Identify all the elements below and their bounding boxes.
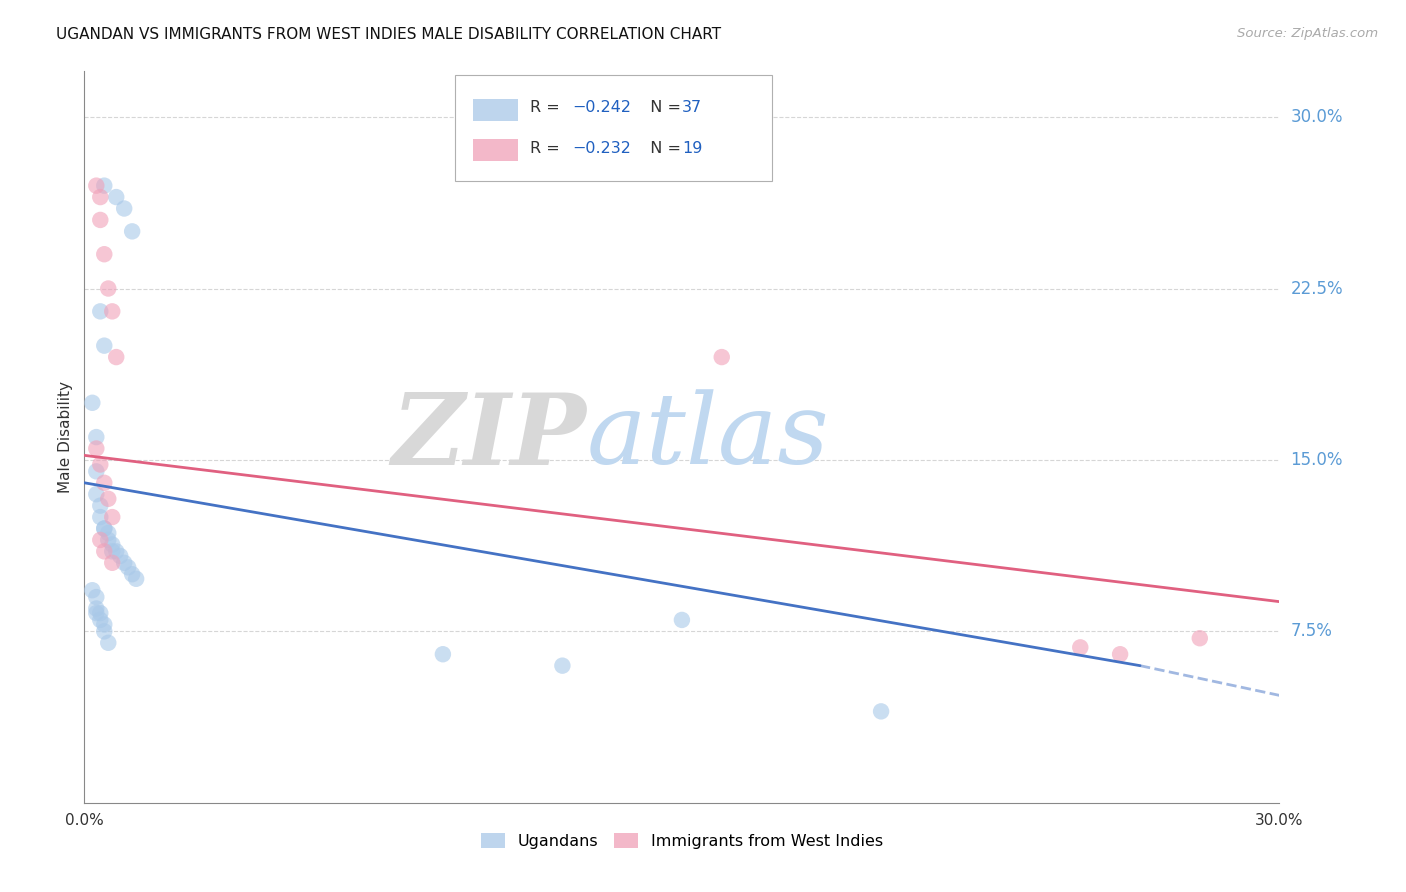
Text: −0.242: −0.242 [572,101,631,115]
Point [101,556,124,570]
Point [86,430,108,444]
Point [86,590,108,604]
Point [93,544,115,558]
Point [97,533,120,547]
Text: R =: R = [530,101,565,115]
FancyBboxPatch shape [456,75,772,181]
Point [86,178,108,193]
Point [86,464,108,478]
Point [93,617,115,632]
Point [86,487,108,501]
Point [93,338,115,352]
Point [86,606,108,620]
Text: 22.5%: 22.5% [1291,279,1343,298]
Point [117,560,139,574]
Text: R =: R = [530,141,565,156]
Point [89,606,111,620]
Point [97,526,120,541]
Point [89,510,111,524]
Point [710,350,733,364]
Point [105,350,128,364]
Point [97,491,120,506]
Point [89,190,111,204]
Point [101,544,124,558]
Point [671,613,693,627]
Point [89,213,111,227]
Point [1109,647,1132,661]
Point [93,624,115,639]
Point [93,521,115,535]
Point [1069,640,1091,655]
Point [125,572,148,586]
Text: atlas: atlas [586,390,830,484]
Y-axis label: Male Disability: Male Disability [58,381,73,493]
Legend: Ugandans, Immigrants from West Indies: Ugandans, Immigrants from West Indies [472,825,891,857]
Point [112,202,135,216]
Point [101,537,124,551]
Text: Source: ZipAtlas.com: Source: ZipAtlas.com [1237,27,1378,40]
Text: ZIP: ZIP [391,389,586,485]
Point [1188,632,1211,646]
Point [870,705,893,719]
Text: −0.232: −0.232 [572,141,631,156]
Point [105,544,128,558]
Point [432,647,454,661]
Point [93,178,115,193]
Point [89,458,111,472]
Point [89,499,111,513]
Text: 7.5%: 7.5% [1291,623,1333,640]
Text: 15.0%: 15.0% [1291,451,1343,469]
Point [97,636,120,650]
Point [89,613,111,627]
Point [105,190,128,204]
Point [86,601,108,615]
Text: 19: 19 [682,141,702,156]
Text: 30.0%: 30.0% [1291,108,1343,126]
Point [121,224,143,238]
Point [82,396,104,410]
Point [89,533,111,547]
Point [97,281,120,295]
Point [101,304,124,318]
Point [101,510,124,524]
Text: UGANDAN VS IMMIGRANTS FROM WEST INDIES MALE DISABILITY CORRELATION CHART: UGANDAN VS IMMIGRANTS FROM WEST INDIES M… [56,27,721,42]
Point [110,549,132,563]
Point [93,521,115,535]
Point [93,247,115,261]
Point [86,442,108,456]
Point [112,556,135,570]
Point [121,567,143,582]
Point [551,658,574,673]
Text: 37: 37 [682,101,702,115]
FancyBboxPatch shape [472,99,519,121]
FancyBboxPatch shape [472,139,519,161]
Point [89,304,111,318]
Text: N =: N = [640,101,686,115]
Point [93,475,115,490]
Point [82,583,104,598]
Text: N =: N = [640,141,686,156]
